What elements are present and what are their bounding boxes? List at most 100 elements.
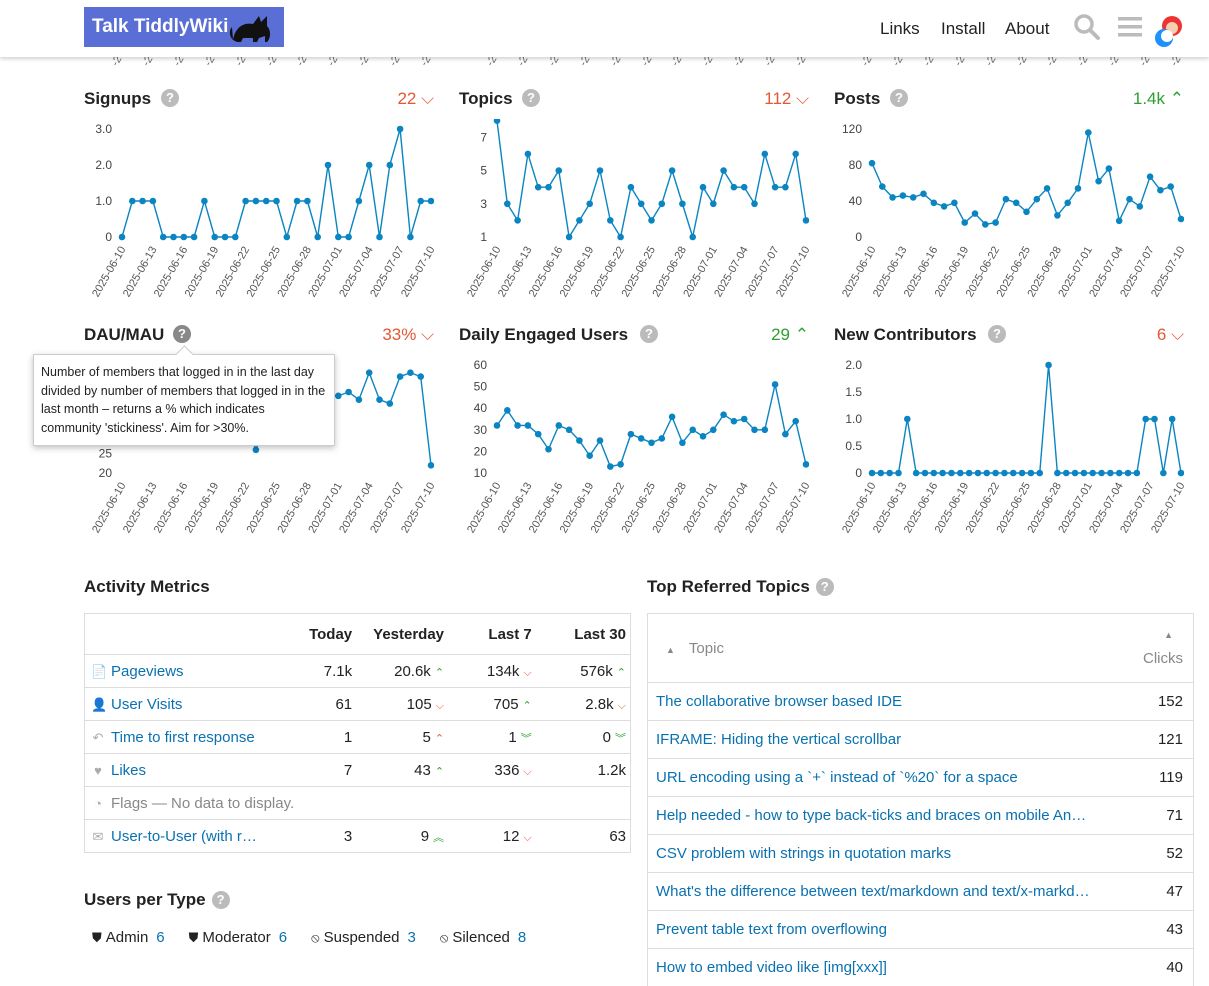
- data-point[interactable]: [555, 167, 563, 174]
- data-point[interactable]: [771, 381, 779, 388]
- data-point[interactable]: [211, 233, 218, 241]
- data-point[interactable]: [139, 197, 146, 205]
- topic-link[interactable]: Prevent table text from overflowing: [647, 910, 1138, 949]
- data-point[interactable]: [868, 469, 876, 477]
- data-point[interactable]: [1160, 469, 1167, 477]
- data-point[interactable]: [782, 430, 789, 438]
- topic-link[interactable]: IFRAME: Hiding the vertical scrollbar: [647, 720, 1138, 759]
- data-point[interactable]: [1124, 469, 1132, 477]
- data-point[interactable]: [1146, 173, 1154, 180]
- data-point[interactable]: [720, 411, 727, 418]
- data-point[interactable]: [252, 197, 260, 205]
- data-point[interactable]: [417, 373, 425, 380]
- data-point[interactable]: [761, 426, 769, 434]
- data-point[interactable]: [386, 161, 394, 169]
- topic-link[interactable]: What's the difference between text/markd…: [647, 872, 1138, 911]
- data-point[interactable]: [118, 233, 126, 241]
- data-point[interactable]: [1062, 469, 1070, 477]
- data-point[interactable]: [1054, 469, 1061, 477]
- data-point[interactable]: [1027, 469, 1035, 477]
- help-icon[interactable]: ?: [161, 89, 179, 107]
- help-icon[interactable]: ?: [522, 89, 540, 107]
- data-point[interactable]: [1095, 177, 1102, 185]
- data-point[interactable]: [304, 197, 311, 205]
- data-point[interactable]: [1142, 415, 1149, 423]
- data-point[interactable]: [1085, 129, 1092, 136]
- data-point[interactable]: [710, 200, 717, 208]
- user-type-count[interactable]: 8: [517, 929, 527, 946]
- help-icon[interactable]: ?: [890, 89, 908, 107]
- data-point[interactable]: [679, 439, 686, 447]
- metric-label-cell[interactable]: ✉ User-to-User (with r…: [84, 819, 295, 853]
- hamburger-menu-icon[interactable]: [1118, 16, 1142, 38]
- data-point[interactable]: [1045, 361, 1052, 369]
- data-point[interactable]: [1018, 469, 1026, 477]
- data-point[interactable]: [1168, 415, 1176, 423]
- topic-link[interactable]: How to embed video like [img[xxx]]: [647, 948, 1138, 986]
- data-point[interactable]: [314, 233, 321, 241]
- data-point[interactable]: [1107, 469, 1114, 477]
- data-point[interactable]: [879, 183, 886, 190]
- data-point[interactable]: [627, 430, 635, 438]
- data-point[interactable]: [534, 430, 542, 438]
- data-point[interactable]: [1157, 186, 1164, 194]
- data-point[interactable]: [904, 415, 911, 423]
- data-point[interactable]: [710, 426, 717, 434]
- data-point[interactable]: [751, 200, 758, 208]
- data-point[interactable]: [283, 233, 291, 241]
- metric-label-cell[interactable]: 👤 User Visits: [84, 687, 295, 721]
- user-type-count[interactable]: 6: [156, 929, 165, 946]
- data-point[interactable]: [1033, 195, 1041, 203]
- data-point[interactable]: [180, 233, 188, 241]
- nav-link-install[interactable]: Install: [941, 19, 986, 38]
- data-point[interactable]: [365, 369, 373, 377]
- data-point[interactable]: [252, 446, 260, 454]
- data-point[interactable]: [802, 461, 809, 468]
- data-point[interactable]: [534, 183, 542, 191]
- metric-link[interactable]: Time to first response: [111, 728, 255, 746]
- data-point[interactable]: [689, 426, 696, 434]
- data-point[interactable]: [1126, 195, 1133, 203]
- data-point[interactable]: [951, 199, 958, 207]
- data-point[interactable]: [545, 445, 552, 453]
- data-point[interactable]: [504, 407, 511, 414]
- data-point[interactable]: [1002, 195, 1010, 203]
- data-point[interactable]: [1001, 469, 1008, 477]
- topic-column-header[interactable]: ▲ Topic: [648, 614, 1138, 683]
- data-point[interactable]: [1098, 469, 1105, 477]
- data-point[interactable]: [912, 469, 920, 477]
- help-icon[interactable]: ?: [815, 578, 834, 596]
- data-point[interactable]: [555, 422, 563, 429]
- user-type-count[interactable]: 3: [407, 929, 416, 946]
- data-point[interactable]: [1133, 469, 1141, 477]
- data-point[interactable]: [1089, 469, 1097, 477]
- data-point[interactable]: [345, 233, 352, 241]
- data-point[interactable]: [899, 192, 907, 199]
- data-point[interactable]: [909, 194, 917, 201]
- data-point[interactable]: [699, 183, 707, 191]
- data-point[interactable]: [930, 469, 938, 477]
- data-point[interactable]: [992, 219, 999, 226]
- user-type-item[interactable]: ⦸ Suspended 3: [311, 929, 416, 946]
- data-point[interactable]: [273, 197, 280, 205]
- user-type-item[interactable]: ⛊ Moderator 6: [189, 929, 287, 946]
- data-point[interactable]: [679, 200, 686, 208]
- data-point[interactable]: [1080, 469, 1088, 477]
- data-point[interactable]: [930, 199, 938, 207]
- data-point[interactable]: [983, 469, 991, 477]
- data-point[interactable]: [648, 439, 655, 447]
- data-point[interactable]: [514, 217, 521, 224]
- site-logo[interactable]: Talk TiddlyWiki: [84, 7, 284, 47]
- data-point[interactable]: [345, 388, 352, 396]
- data-point[interactable]: [607, 217, 614, 224]
- data-point[interactable]: [149, 197, 157, 205]
- topic-link[interactable]: The collaborative browser based IDE: [647, 682, 1138, 721]
- data-point[interactable]: [961, 219, 968, 226]
- metric-link[interactable]: Likes: [111, 761, 147, 779]
- metric-link[interactable]: Pageviews: [111, 662, 184, 680]
- data-point[interactable]: [889, 194, 896, 201]
- data-point[interactable]: [545, 183, 552, 191]
- data-point[interactable]: [730, 417, 738, 425]
- data-point[interactable]: [355, 197, 363, 205]
- metric-link[interactable]: User Visits: [111, 695, 183, 713]
